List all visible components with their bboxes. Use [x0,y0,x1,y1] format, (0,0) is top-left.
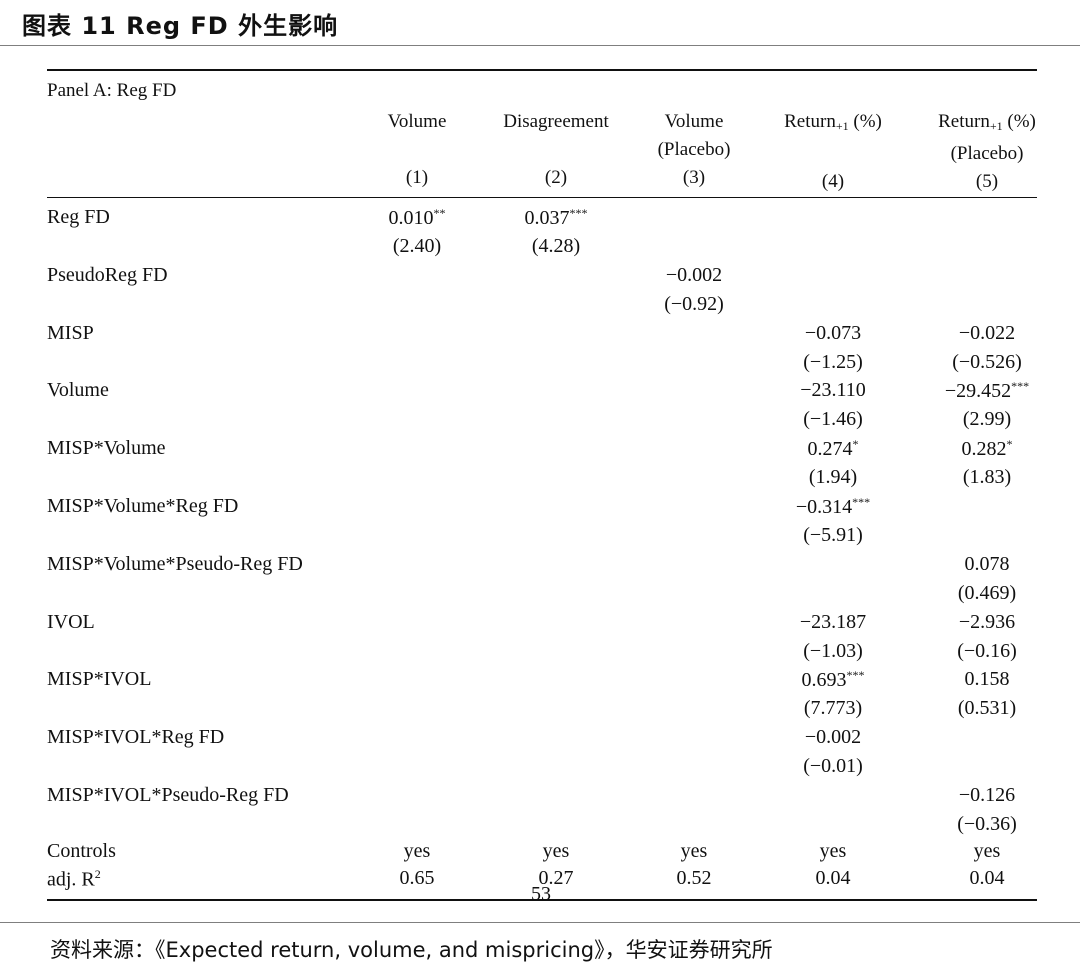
coefficient-value: 0.078 [964,552,1010,575]
coefficient-value: 0.282* [961,437,1013,461]
t-statistic: (2.40) [392,235,442,257]
t-statistic: (−0.01) [803,755,863,778]
row-label: MISP*IVOL [47,668,152,691]
t-statistic: (−1.25) [803,350,863,373]
coefficient-value: 0.037*** [524,206,588,229]
column-number: (2) [544,167,568,188]
t-statistic: (0.531) [957,697,1017,720]
coefficient-value: 0.274* [807,437,859,461]
coefficient-value: −0.126 [958,784,1016,806]
row-label: PseudoReg FD [47,263,168,286]
row-label: MISP*Volume*Reg FD [47,495,239,517]
column-header: Volume (1) [347,108,487,192]
row-label: Reg FD [47,206,110,228]
row-label: MISP*Volume [47,437,166,460]
t-statistic: (1.94) [808,466,858,489]
footer-label-superscript: 2 [94,867,101,881]
column-number: (1) [405,167,429,188]
column-header-subtitle [347,136,487,164]
coefficient-value: 0.010** [388,206,446,229]
t-statistic: (1.83) [962,466,1012,489]
t-statistic: (4.28) [531,235,581,257]
row-label: Volume [47,379,109,402]
coefficient-value: −0.002 [665,263,723,286]
footer-value: 0.04 [969,867,1005,889]
coefficient-value: −2.936 [958,610,1016,633]
column-header: Return+1 (%) (4) [763,108,903,196]
source-divider [0,922,1080,923]
column-header-subscript: +1 [989,119,1003,133]
t-statistic: (−0.36) [957,813,1017,835]
row-label: MISP*IVOL*Reg FD [47,726,225,749]
coefficient-value: 0.693*** [801,668,865,692]
footer-value: yes [819,840,847,862]
footer-row-label: adj. R2 [47,867,101,891]
column-header: Volume (Placebo) (3) [624,108,764,192]
t-statistic: (7.773) [803,697,863,720]
significance-stars: *** [852,495,871,509]
coefficient-value: −29.452*** [944,379,1030,403]
significance-stars: *** [846,668,865,683]
t-statistic: (−0.526) [952,350,1022,373]
t-statistic: (−0.92) [664,292,724,315]
row-label: MISP*Volume*Pseudo-Reg FD [47,552,303,575]
column-header-subtitle [763,140,903,168]
row-label: IVOL [47,610,95,633]
t-statistic: (2.99) [962,408,1012,431]
footer-value: yes [973,840,1001,862]
column-header: Return+1 (%) (Placebo) (5) [917,108,1057,196]
t-statistic: (−5.91) [803,524,863,546]
coefficient-value: −23.110 [800,379,866,402]
footer-value: yes [680,840,708,862]
coefficient-value: −0.073 [804,321,862,344]
column-header-title: Return+1 (%) [784,111,882,133]
column-header-unit: (%) [848,111,882,132]
row-label: MISP*IVOL*Pseudo-Reg FD [47,784,289,806]
significance-stars: * [1006,437,1013,452]
row-label: MISP [47,321,94,344]
column-header-subtitle: (Placebo) [950,143,1024,164]
table-top-rule [47,69,1037,71]
t-statistic: (0.469) [957,581,1017,604]
column-header-title: Volume [387,111,447,132]
column-header-title: Return+1 (%) [938,111,1036,133]
footer-value: 0.27 [538,867,574,889]
figure-title: 图表 11 Reg FD 外生影响 [22,12,339,40]
coefficient-value: −0.314*** [795,495,871,518]
footer-value: 0.52 [676,867,712,889]
coefficient-value: 0.158 [964,668,1010,691]
column-header-subscript: +1 [835,119,849,133]
footer-value: yes [403,840,431,862]
page-number: 53 [531,883,551,905]
table-bottom-rule [47,899,1037,901]
coefficient-value: −23.187 [799,610,867,633]
column-number: (3) [682,167,706,188]
t-statistic: (−0.16) [957,639,1017,662]
coefficient-value: −0.002 [804,726,862,749]
panel-label: Panel A: Reg FD [47,80,177,101]
column-header-title: Disagreement [503,111,609,132]
footer-value: yes [542,840,570,862]
source-note: 资料来源：《Expected return, volume, and mispr… [50,938,773,962]
t-statistic: (−1.03) [803,639,863,662]
column-header-title: Volume [664,111,724,132]
significance-stars: ** [433,206,446,220]
coefficient-value: −0.022 [958,321,1016,344]
title-divider [0,45,1080,46]
column-number: (5) [975,171,999,192]
footer-row-label: Controls [47,840,116,862]
t-statistic: (−1.46) [803,408,863,431]
significance-stars: *** [569,206,588,220]
significance-stars: *** [1011,379,1030,394]
column-header-unit: (%) [1002,111,1036,132]
significance-stars: * [852,437,859,452]
footer-value: 0.04 [815,867,851,889]
column-number: (4) [821,171,845,192]
column-header-subtitle [486,136,626,164]
footer-value: 0.65 [399,867,435,889]
header-rule [47,197,1037,198]
column-header-subtitle: (Placebo) [657,139,731,160]
column-header: Disagreement (2) [486,108,626,192]
